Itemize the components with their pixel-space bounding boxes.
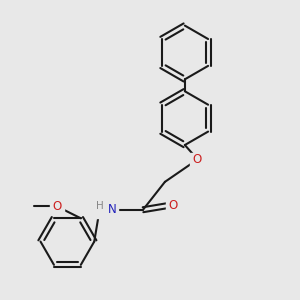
Bar xyxy=(166,199,180,213)
Text: O: O xyxy=(168,199,178,212)
Bar xyxy=(190,153,204,167)
Bar xyxy=(50,200,64,213)
Text: O: O xyxy=(52,200,62,213)
Text: H: H xyxy=(96,201,104,211)
Bar xyxy=(92,202,118,218)
Text: N: N xyxy=(108,203,117,216)
Text: O: O xyxy=(192,154,201,166)
